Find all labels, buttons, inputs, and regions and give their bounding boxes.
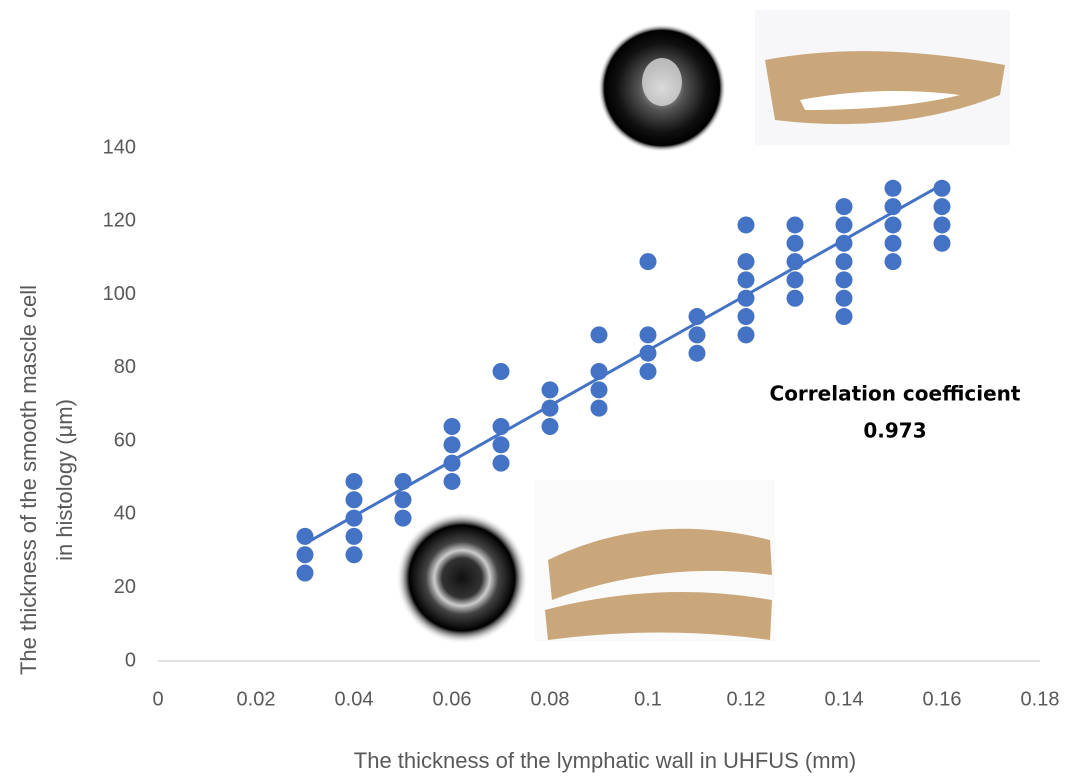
x-tick-label: 0.14: [825, 688, 864, 710]
point: [444, 418, 461, 435]
point: [787, 271, 804, 288]
point: [836, 308, 853, 325]
point: [836, 253, 853, 270]
point: [836, 216, 853, 233]
x-tick-label: 0.06: [433, 688, 472, 710]
point: [591, 363, 608, 380]
point: [395, 473, 412, 490]
point: [787, 235, 804, 252]
y-tick-label: 140: [103, 136, 136, 158]
point: [885, 180, 902, 197]
point: [297, 528, 314, 545]
point: [934, 216, 951, 233]
y-tick-label: 60: [114, 429, 136, 451]
point: [787, 216, 804, 233]
y-tick-label: 40: [114, 503, 136, 525]
point: [836, 290, 853, 307]
point: [395, 491, 412, 508]
point: [738, 271, 755, 288]
point: [640, 345, 657, 362]
point: [836, 271, 853, 288]
histology-image-top: [755, 10, 1010, 145]
point: [640, 326, 657, 343]
point: [934, 180, 951, 197]
point: [836, 235, 853, 252]
point: [934, 235, 951, 252]
point: [689, 308, 706, 325]
point: [542, 400, 559, 417]
x-tick-label: 0.18: [1021, 688, 1060, 710]
y-axis-label: The thickness of the smooth mascle cell: [16, 285, 41, 675]
point: [689, 345, 706, 362]
point: [346, 491, 363, 508]
point: [738, 216, 755, 233]
point: [787, 253, 804, 270]
point: [444, 455, 461, 472]
point: [346, 546, 363, 563]
point: [885, 253, 902, 270]
y-tick-label: 0: [125, 649, 136, 671]
point: [297, 546, 314, 563]
point: [346, 510, 363, 527]
point: [542, 381, 559, 398]
ultrasound-image-bottom: [396, 512, 528, 644]
point: [493, 436, 510, 453]
ultrasound-image-top: [598, 24, 726, 152]
point: [395, 510, 412, 527]
point: [934, 198, 951, 215]
y-tick-label: 80: [114, 356, 136, 378]
annotation: Correlation coefficient: [770, 382, 1021, 406]
point: [444, 436, 461, 453]
point: [346, 528, 363, 545]
point: [787, 290, 804, 307]
point: [738, 308, 755, 325]
x-axis-label: The thickness of the lymphatic wall in U…: [354, 748, 856, 773]
point: [689, 326, 706, 343]
point: [885, 198, 902, 215]
x-tick-label: 0: [152, 688, 163, 710]
point: [738, 253, 755, 270]
y-tick-label: 120: [103, 210, 136, 232]
point: [493, 418, 510, 435]
point: [297, 565, 314, 582]
point: [346, 473, 363, 490]
y-tick-label: 20: [114, 576, 136, 598]
y-axis-label: in histology (μm): [52, 399, 77, 561]
x-tick-label: 0.1: [634, 688, 662, 710]
x-tick-label: 0.04: [335, 688, 374, 710]
point: [836, 198, 853, 215]
point: [885, 216, 902, 233]
x-tick-label: 0.02: [237, 688, 276, 710]
point: [640, 363, 657, 380]
point: [738, 326, 755, 343]
x-tick-label: 0.16: [923, 688, 962, 710]
point: [591, 400, 608, 417]
point: [542, 418, 559, 435]
point: [591, 381, 608, 398]
point: [738, 290, 755, 307]
x-tick-label: 0.12: [727, 688, 766, 710]
point: [493, 363, 510, 380]
point: [444, 473, 461, 490]
point: [493, 455, 510, 472]
histology-image-bottom: [535, 480, 775, 642]
point: [640, 253, 657, 270]
annotation: 0.973: [863, 419, 926, 443]
chart: The thickness of the lymphatic wall in U…: [0, 0, 1081, 782]
x-tick-label: 0.08: [531, 688, 570, 710]
point: [885, 235, 902, 252]
y-tick-label: 100: [103, 283, 136, 305]
point: [591, 326, 608, 343]
